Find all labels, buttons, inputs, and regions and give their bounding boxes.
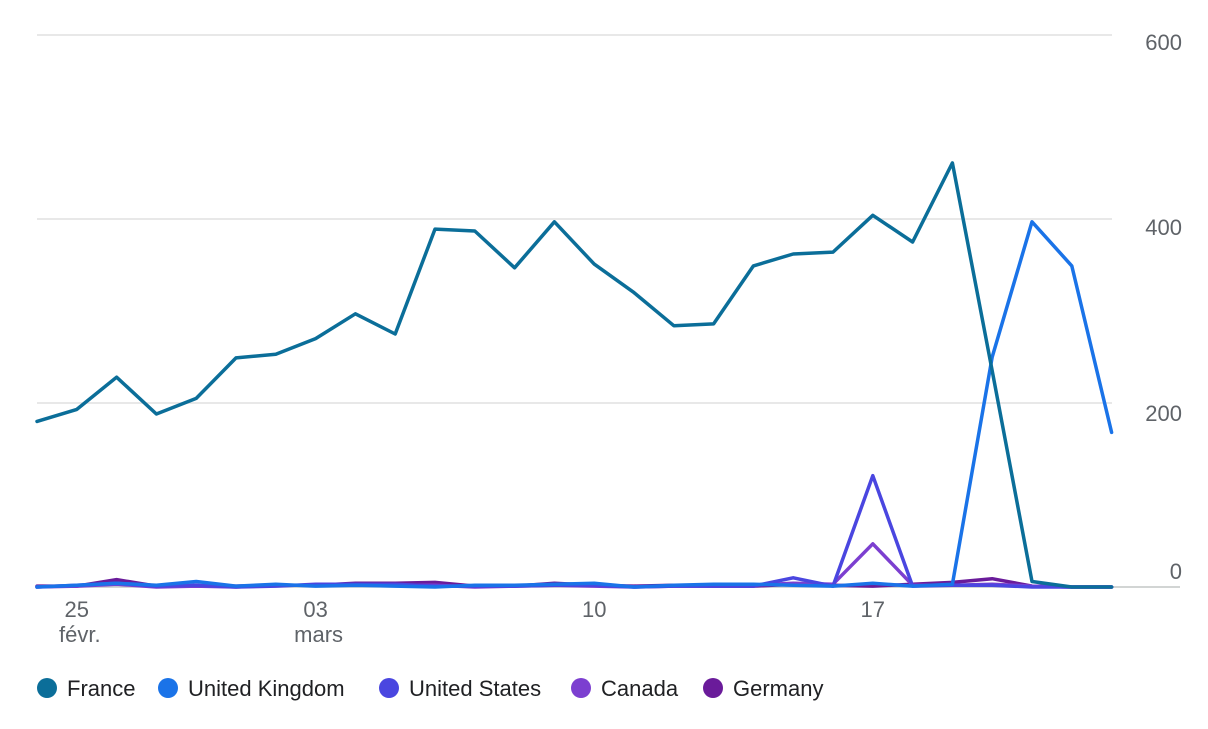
legend-label: Canada [601,676,679,701]
legend-swatch [703,678,723,698]
legend-label: United Kingdom [188,676,345,701]
y-tick-label: 400 [1145,215,1182,240]
legend-item-canada[interactable]: Canada [571,676,679,701]
legend-label: Germany [733,676,823,701]
series-line-united-kingdom [35,220,1114,589]
series-lines [35,161,1114,589]
x-tick-sublabel: mars [294,622,343,647]
legend-item-france[interactable]: France [37,676,135,701]
x-tick-label: 17 [861,597,885,622]
gridlines [37,34,1180,588]
y-tick-label: 0 [1170,559,1182,584]
legend: France United Kingdom United States Canada G… [37,676,823,701]
legend-label: United States [409,676,541,701]
y-tick-label: 600 [1145,30,1182,55]
legend-swatch [37,678,57,698]
x-tick-label: 10 [582,597,606,622]
y-tick-label: 200 [1145,401,1182,426]
x-tick-label: 03 [303,597,327,622]
legend-swatch [379,678,399,698]
x-tick-label: 25 [65,597,89,622]
series-line-united-states [35,473,1114,589]
legend-swatch [158,678,178,698]
legend-item-germany[interactable]: Germany [703,676,823,701]
legend-item-united-kingdom[interactable]: United Kingdom [158,676,345,701]
legend-item-united-states[interactable]: United States [379,676,541,701]
x-tick-sublabel: févr. [59,622,101,647]
y-axis-ticks: 0 200 400 600 [1145,30,1182,584]
legend-swatch [571,678,591,698]
legend-label: France [67,676,135,701]
series-line-france [35,161,1114,589]
